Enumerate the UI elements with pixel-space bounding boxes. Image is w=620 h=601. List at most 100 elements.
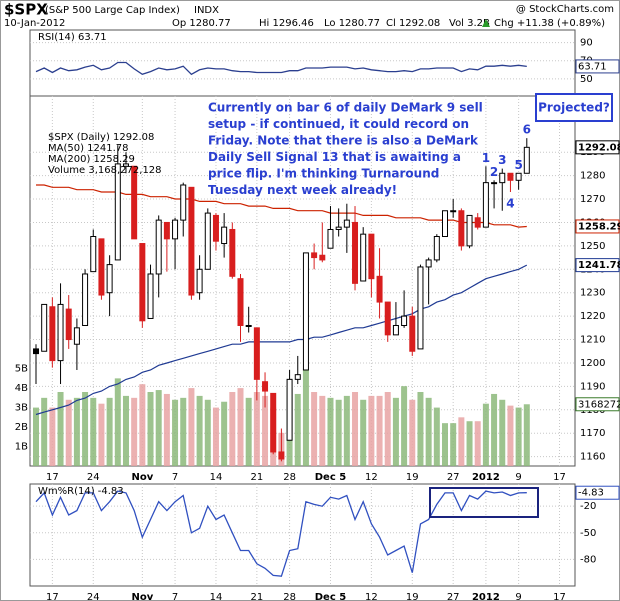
candle-body [82, 273, 89, 326]
x-tick-label: 14 [210, 472, 223, 483]
volume-bar [507, 405, 514, 466]
plot-area: 9070503010RSI(14) 63.7163.71116011701180… [15, 29, 620, 601]
volume-bar [253, 392, 260, 466]
annotation-text: Daily Sell Signal 13 that is awaiting a [208, 150, 461, 164]
candle-body [90, 236, 97, 273]
candle-body [237, 278, 244, 326]
x-tick-label: 9 [515, 592, 521, 601]
x-tick-label: 17 [553, 592, 566, 601]
candle-body [392, 324, 399, 336]
candle-body [139, 243, 146, 322]
volume-bar [131, 397, 138, 466]
panel-frame [29, 29, 576, 97]
count-label: 4 [506, 197, 514, 211]
candle-body [433, 236, 440, 261]
volume-bar [163, 393, 170, 466]
volume-bar [41, 397, 48, 466]
candle-body [302, 252, 309, 371]
candle-body [507, 172, 514, 181]
candle-body [270, 392, 277, 453]
highlight-box [429, 487, 539, 518]
candle-body [33, 348, 39, 355]
candle-body [523, 146, 530, 174]
volume-bar [204, 399, 211, 466]
value-tag-box [575, 140, 620, 155]
y-tick-label: 1190 [580, 381, 605, 392]
volume-bar [311, 392, 318, 466]
index-name: (S&P 500 Large Cap Index) [45, 5, 180, 16]
candle-body [294, 374, 301, 380]
candle-body [114, 163, 121, 261]
candle-body [474, 217, 481, 228]
volume-bar [319, 395, 326, 466]
x-tick-label: 12 [365, 472, 378, 483]
volume-bar [433, 407, 440, 466]
x-tick-label: 14 [210, 592, 223, 601]
annotation-text: price flip. I'm thinking Turnaround [208, 167, 439, 181]
legend-label: Wm%R(14) -4.83 [38, 486, 124, 497]
value-tag: 1292.08 [578, 142, 620, 153]
y-tick-label: 1220 [580, 311, 605, 322]
volume-bar [491, 393, 498, 466]
panel-frame [29, 483, 576, 587]
volume-bar [302, 368, 309, 466]
value-tag: 1241.78 [578, 260, 620, 271]
volume-tick-label: 2B [15, 422, 28, 433]
x-tick-label: 27 [447, 472, 460, 483]
candle-body [401, 315, 408, 326]
candle-body [327, 228, 334, 249]
candle-body [515, 172, 522, 181]
candle-body [65, 308, 72, 341]
value-tag: 3168272 [578, 399, 620, 410]
y-tick-label: 90 [580, 38, 593, 49]
x-tick-label: 19 [406, 472, 419, 483]
x-tick-label: Dec 5 [315, 472, 346, 483]
volume-bar [57, 392, 64, 466]
volume-bar [172, 399, 179, 466]
volume-bar [458, 417, 465, 466]
x-tick-label: 28 [283, 592, 296, 601]
candle-body [319, 254, 326, 261]
x-tick-label: 9 [515, 472, 521, 483]
candle-body [204, 212, 211, 270]
volume-bar [221, 401, 228, 466]
candle-body [417, 266, 424, 350]
annotation-text: setup - if continued, it could record on [208, 117, 469, 131]
candle-body [163, 221, 170, 240]
candle-body [491, 182, 498, 185]
volume-tick-label: 5B [15, 364, 28, 375]
source: @ StockCharts.com [516, 4, 614, 15]
symbol: $SPX [4, 1, 48, 19]
y-tick-label: 1230 [580, 288, 605, 299]
candle-body [482, 182, 489, 228]
volume-bar [98, 403, 105, 466]
legend-label: Volume 3,168,272,128 [48, 165, 162, 176]
candle-body [499, 172, 506, 184]
y-tick-label: 1160 [580, 452, 605, 463]
y-tick-label: -50 [580, 528, 596, 539]
volume-bar [237, 388, 244, 466]
candle-body [376, 275, 383, 303]
candle-body [278, 451, 285, 460]
volume-bar [245, 397, 252, 466]
volume-tick-label: 3B [15, 403, 28, 414]
candle-body [49, 306, 56, 362]
volume-bar [147, 392, 154, 466]
annotation-text: Friday. Note that there is also a DeMark [208, 134, 479, 148]
candle-body [360, 233, 367, 282]
volume-bar [114, 378, 121, 466]
volume-bar [392, 397, 399, 466]
y-tick-label: -80 [580, 554, 596, 565]
volume-bar [499, 399, 506, 466]
value-tag-box [575, 397, 620, 412]
candle-body [352, 221, 359, 284]
x-tick-label: 7 [172, 472, 178, 483]
projected-box [535, 93, 613, 122]
quote-item: Op 1280.77 [172, 18, 231, 29]
value-tag-box [575, 219, 620, 234]
quote-item: Vol 3.2B [449, 18, 490, 29]
volume-bar [401, 386, 408, 466]
candle-body [188, 186, 195, 296]
volume-bar [352, 392, 359, 466]
